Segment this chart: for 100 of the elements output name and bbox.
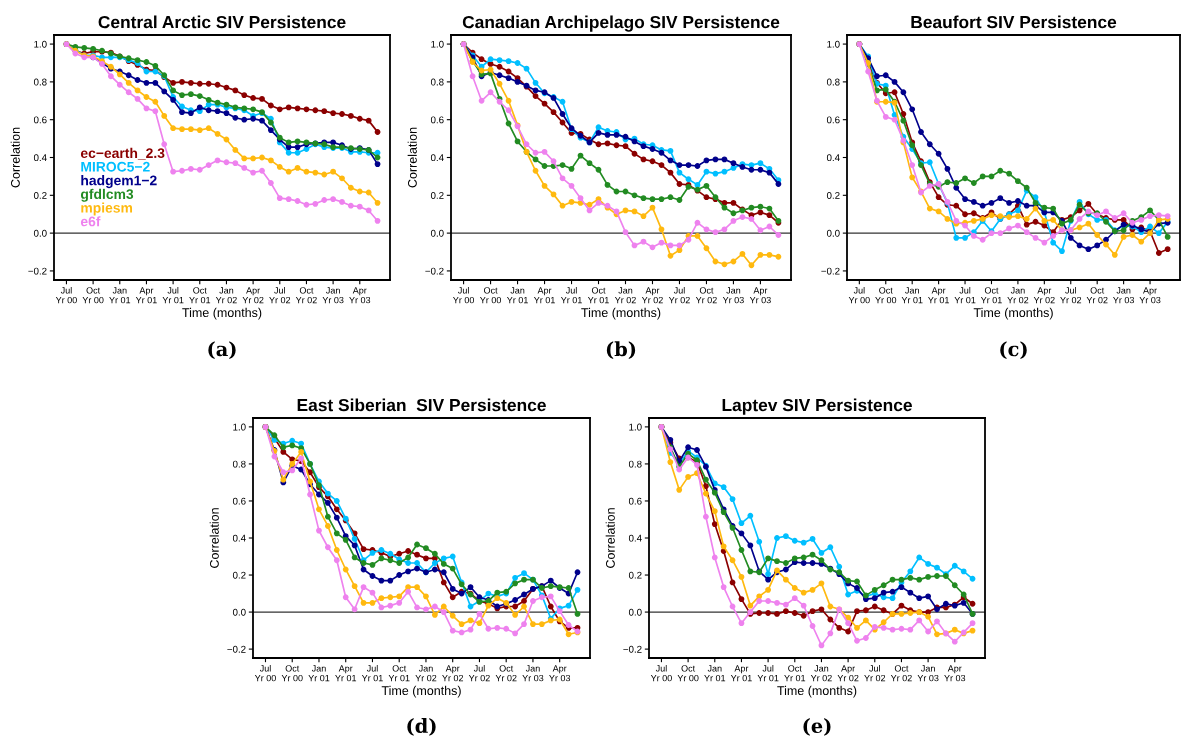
chart-title: Laptev SIV Persistence xyxy=(722,398,912,415)
x-axis-title: Time (months) xyxy=(973,307,1053,320)
x-tick-label: Jan Yr 01 xyxy=(506,287,528,304)
x-tick-label: Apr Yr 01 xyxy=(335,665,357,682)
y-tick-label: 0.6 xyxy=(33,116,47,124)
y-tick-label: 0.4 xyxy=(430,154,444,162)
x-tick-label: Apr Yr 03 xyxy=(944,665,966,682)
y-tick-label: 0.6 xyxy=(826,116,840,124)
x-tick-label: Oct Yr 00 xyxy=(875,287,897,304)
x-tick-label: Jan Yr 02 xyxy=(1007,287,1029,304)
x-tick-label: Oct Yr 02 xyxy=(1086,287,1108,304)
x-tick-label: Jul Yr 00 xyxy=(55,286,77,304)
x-tick-label: Jul Yr 02 xyxy=(269,286,291,304)
x-tick-label: Jan Yr 01 xyxy=(704,665,726,682)
x-tick-label: Oct Yr 01 xyxy=(980,287,1002,304)
x-tick-label: Jul Yr 00 xyxy=(254,664,276,682)
x-tick-label: Jan Yr 01 xyxy=(901,287,923,304)
x-tick-label: Apr Yr 02 xyxy=(1033,287,1055,304)
x-tick-label: Oct Yr 01 xyxy=(587,287,609,304)
x-tick-label: Jan Yr 03 xyxy=(322,287,344,304)
chart-title: Canadian Archipelago SIV Persistence xyxy=(462,15,780,32)
x-tick-label: Jan Yr 03 xyxy=(1113,287,1135,304)
y-tick-label: 0.2 xyxy=(33,192,47,199)
x-tick-label: Oct Yr 01 xyxy=(388,665,410,682)
y-tick-label: 0.8 xyxy=(232,460,246,468)
x-tick-label: Apr Yr 01 xyxy=(928,287,949,304)
chart-title: Beaufort SIV Persistence xyxy=(911,15,1117,29)
x-tick-label: Jan Yr 03 xyxy=(917,665,939,682)
y-tick-label: 0.8 xyxy=(33,78,47,86)
x-tick-label: Jan Yr 01 xyxy=(109,287,131,304)
y-tick-label: −0.2 xyxy=(425,267,444,275)
y-tick-label: 0.2 xyxy=(826,192,840,199)
y-tick-label: −0.2 xyxy=(623,645,642,653)
y-tick-label: 0.0 xyxy=(33,229,47,237)
x-tick-label: Apr Yr 03 xyxy=(1139,287,1161,304)
x-tick-label: Jul Yr 00 xyxy=(848,286,870,304)
x-tick-label: Jul Yr 01 xyxy=(560,286,582,304)
text: MIROC5−2 xyxy=(81,161,150,172)
x-tick-label: Jul Yr 01 xyxy=(361,664,383,682)
chart-title: Central Arctic SIV Persistence xyxy=(98,15,346,29)
x-tick-label: Apr Yr 03 xyxy=(749,287,771,304)
x-tick-label: Jul Yr 01 xyxy=(162,286,184,304)
y-axis-title: Correlation xyxy=(209,508,219,568)
x-tick-label: Jan Yr 03 xyxy=(722,287,744,304)
x-tick-label: Apr Yr 02 xyxy=(442,665,464,682)
x-tick-label: Oct Yr 02 xyxy=(295,287,317,304)
y-tick-label: 0.0 xyxy=(826,229,840,237)
y-tick-label: −0.2 xyxy=(821,267,840,275)
y-axis-title: Correlation xyxy=(605,508,615,568)
x-tick-label: Jan Yr 02 xyxy=(614,287,636,304)
y-tick-label: 0.4 xyxy=(232,534,246,542)
x-axis-title: Time (months) xyxy=(381,685,461,698)
y-tick-label: 0.6 xyxy=(232,497,246,505)
x-tick-label: Oct Yr 02 xyxy=(695,287,717,304)
x-tick-label: Jul Yr 02 xyxy=(1060,286,1082,304)
y-tick-label: 1.0 xyxy=(431,40,444,48)
y-axis-title: Correlation xyxy=(407,127,417,188)
x-tick-label: Oct Yr 00 xyxy=(82,287,104,304)
x-tick-label: Apr Yr 02 xyxy=(641,287,663,304)
y-tick-label: 0.0 xyxy=(628,608,642,616)
x-tick-label: Apr Yr 01 xyxy=(730,665,752,682)
y-axis-title: Correlation xyxy=(10,127,20,188)
y-tick-label: 0.6 xyxy=(430,116,444,124)
y-tick-label: 1.0 xyxy=(34,40,47,48)
x-tick-label: Jan Yr 03 xyxy=(522,665,544,682)
y-tick-label: 0.2 xyxy=(232,571,246,579)
y-tick-label: 1.0 xyxy=(827,40,840,48)
text: (b) xyxy=(606,341,636,360)
x-tick-label: Apr Yr 02 xyxy=(837,665,859,682)
x-tick-label: Oct Yr 02 xyxy=(890,665,912,682)
text: (a) xyxy=(208,341,236,360)
x-tick-label: Jul Yr 00 xyxy=(453,286,475,304)
y-tick-label: 0.4 xyxy=(826,154,840,162)
x-axis-title: Time (months) xyxy=(777,685,857,698)
x-tick-label: Jul Yr 02 xyxy=(468,664,490,682)
x-tick-label: Oct Yr 01 xyxy=(784,665,806,682)
text: e6f xyxy=(80,216,101,227)
x-tick-label: Jul Yr 02 xyxy=(668,286,690,304)
text: gfdlcm3 xyxy=(80,188,134,202)
x-tick-label: Oct Yr 00 xyxy=(281,665,303,682)
x-tick-label: Jan Yr 02 xyxy=(810,665,832,682)
x-tick-label: Jul Yr 01 xyxy=(954,286,976,304)
x-tick-label: Oct Yr 00 xyxy=(479,287,502,304)
x-tick-label: Apr Yr 03 xyxy=(549,665,571,682)
y-tick-label: 0.8 xyxy=(628,460,642,468)
x-tick-label: Apr Yr 02 xyxy=(242,287,264,304)
x-axis-title: Time (months) xyxy=(182,307,262,320)
y-tick-label: 0.2 xyxy=(628,571,642,579)
text: ec−earth_2.3 xyxy=(80,147,165,160)
y-tick-label: −0.2 xyxy=(227,645,246,653)
x-tick-label: Oct Yr 02 xyxy=(495,665,517,682)
x-tick-label: Oct Yr 00 xyxy=(677,665,699,682)
x-tick-label: Jul Yr 00 xyxy=(650,664,672,682)
y-tick-label: 0.2 xyxy=(430,192,444,199)
text: hadgem1−2 xyxy=(81,175,157,189)
y-tick-label: 0.4 xyxy=(33,154,47,162)
y-tick-label: 0.8 xyxy=(826,78,840,86)
x-tick-label: Oct Yr 01 xyxy=(189,287,211,304)
x-tick-label: Apr Yr 03 xyxy=(349,287,371,304)
y-tick-label: −0.2 xyxy=(28,267,47,275)
